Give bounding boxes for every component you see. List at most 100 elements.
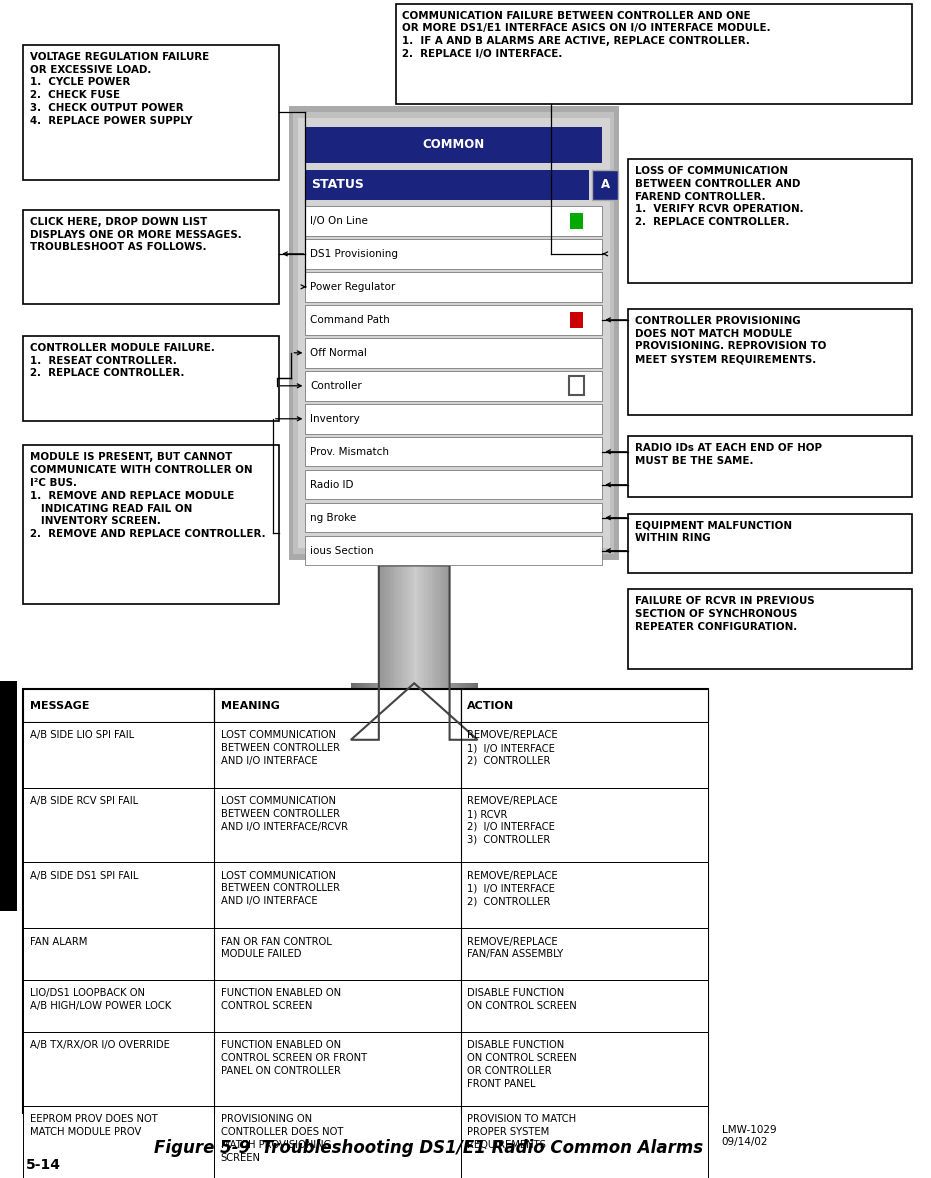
Text: CONTROLLER PROVISIONING
DOES NOT MATCH MODULE
PROVISIONING. REPROVISION TO
MEET : CONTROLLER PROVISIONING DOES NOT MATCH M… (635, 316, 827, 364)
Bar (23, 336, 279, 421)
Polygon shape (439, 683, 442, 740)
Polygon shape (412, 565, 414, 740)
Text: Radio ID: Radio ID (310, 479, 354, 490)
Text: A/B SIDE RCV SPI FAIL: A/B SIDE RCV SPI FAIL (30, 796, 138, 806)
Bar (214, 928, 461, 980)
Bar (23, 689, 708, 1113)
Text: A/B SIDE DS1 SPI FAIL: A/B SIDE DS1 SPI FAIL (30, 871, 138, 880)
Bar (23, 445, 279, 604)
Text: PROVISIONING ON
CONTROLLER DOES NOT
MATCH PROVISIONING
SCREEN: PROVISIONING ON CONTROLLER DOES NOT MATC… (221, 1114, 343, 1163)
Polygon shape (425, 683, 426, 740)
Text: FAN ALARM: FAN ALARM (30, 937, 88, 946)
Bar (305, 206, 602, 236)
Text: PROVISION TO MATCH
PROPER SYSTEM
REQUIREMENTS: PROVISION TO MATCH PROPER SYSTEM REQUIRE… (467, 1114, 576, 1150)
Bar (214, 722, 461, 788)
Text: Controller: Controller (310, 380, 362, 391)
Polygon shape (419, 565, 422, 740)
Bar (396, 4, 912, 104)
Bar (298, 118, 610, 548)
Polygon shape (404, 683, 407, 740)
Polygon shape (407, 565, 409, 740)
Bar (628, 514, 912, 573)
Bar (628, 159, 912, 283)
Polygon shape (394, 565, 397, 740)
Text: LMW-1029
09/14/02: LMW-1029 09/14/02 (722, 1125, 776, 1146)
Bar (461, 1106, 708, 1178)
Polygon shape (409, 683, 412, 740)
Polygon shape (435, 565, 437, 740)
Polygon shape (445, 565, 447, 740)
Text: EEPROM PROV DOES NOT
MATCH MODULE PROV: EEPROM PROV DOES NOT MATCH MODULE PROV (30, 1114, 157, 1137)
Polygon shape (429, 683, 432, 740)
Bar (23, 788, 214, 862)
Text: A/B TX/RX/OR I/O OVERRIDE: A/B TX/RX/OR I/O OVERRIDE (30, 1040, 169, 1050)
Text: MESSAGE: MESSAGE (30, 701, 89, 710)
Bar (305, 437, 602, 466)
Bar (571, 212, 584, 229)
Bar (305, 127, 602, 163)
Bar (628, 589, 912, 669)
Bar (305, 272, 602, 302)
Text: DS1 Provisioning: DS1 Provisioning (310, 249, 398, 259)
Polygon shape (432, 565, 435, 740)
Polygon shape (401, 683, 404, 740)
Bar (293, 112, 614, 554)
Polygon shape (429, 565, 432, 740)
Bar (592, 170, 618, 200)
Bar (214, 862, 461, 928)
Text: LOST COMMUNICATION
BETWEEN CONTROLLER
AND I/O INTERFACE: LOST COMMUNICATION BETWEEN CONTROLLER AN… (221, 730, 340, 766)
Polygon shape (467, 683, 470, 740)
Text: LOST COMMUNICATION
BETWEEN CONTROLLER
AND I/O INTERFACE/RCVR: LOST COMMUNICATION BETWEEN CONTROLLER AN… (221, 796, 347, 832)
Bar (289, 106, 619, 560)
Bar (214, 788, 461, 862)
Text: COMMUNICATION FAILURE BETWEEN CONTROLLER AND ONE
OR MORE DS1/E1 INTERFACE ASICS : COMMUNICATION FAILURE BETWEEN CONTROLLER… (402, 11, 771, 59)
Text: CLICK HERE, DROP DOWN LIST
DISPLAYS ONE OR MORE MESSAGES.
TROUBLESHOOT AS FOLLOW: CLICK HERE, DROP DOWN LIST DISPLAYS ONE … (30, 217, 241, 252)
Text: REMOVE/REPLACE
1)  I/O INTERFACE
2)  CONTROLLER: REMOVE/REPLACE 1) I/O INTERFACE 2) CONTR… (467, 871, 558, 906)
Polygon shape (437, 565, 439, 740)
Text: FUNCTION ENABLED ON
CONTROL SCREEN OR FRONT
PANEL ON CONTROLLER: FUNCTION ENABLED ON CONTROL SCREEN OR FR… (221, 1040, 367, 1076)
Polygon shape (439, 565, 442, 740)
Polygon shape (391, 565, 394, 740)
Text: FAILURE OF RCVR IN PREVIOUS
SECTION OF SYNCHRONOUS
REPEATER CONFIGURATION.: FAILURE OF RCVR IN PREVIOUS SECTION OF S… (635, 596, 815, 631)
Bar (628, 436, 912, 497)
Polygon shape (358, 683, 361, 740)
Polygon shape (442, 565, 445, 740)
Polygon shape (447, 683, 450, 740)
Bar (23, 980, 214, 1032)
Polygon shape (384, 683, 386, 740)
Polygon shape (397, 683, 399, 740)
Polygon shape (391, 683, 394, 740)
Text: Power Regulator: Power Regulator (310, 282, 396, 292)
Bar (23, 45, 279, 180)
Polygon shape (366, 683, 369, 740)
Bar (23, 210, 279, 304)
Bar (23, 862, 214, 928)
Polygon shape (373, 683, 376, 740)
Text: FAN OR FAN CONTROL
MODULE FAILED: FAN OR FAN CONTROL MODULE FAILED (221, 937, 331, 959)
Text: VOLTAGE REGULATION FAILURE
OR EXCESSIVE LOAD.
1.  CYCLE POWER
2.  CHECK FUSE
3. : VOLTAGE REGULATION FAILURE OR EXCESSIVE … (30, 52, 209, 126)
Text: DISABLE FUNCTION
ON CONTROL SCREEN
OR CONTROLLER
FRONT PANEL: DISABLE FUNCTION ON CONTROL SCREEN OR CO… (467, 1040, 577, 1088)
Bar (0, 681, 17, 911)
Polygon shape (470, 683, 472, 740)
Bar (305, 338, 602, 368)
Polygon shape (460, 683, 463, 740)
Polygon shape (417, 683, 419, 740)
Text: DISABLE FUNCTION
ON CONTROL SCREEN: DISABLE FUNCTION ON CONTROL SCREEN (467, 988, 577, 1011)
Polygon shape (409, 565, 412, 740)
Bar (461, 689, 708, 722)
Bar (214, 689, 461, 722)
Polygon shape (432, 683, 435, 740)
Bar (23, 722, 214, 788)
Polygon shape (369, 683, 371, 740)
Polygon shape (379, 565, 382, 740)
Bar (305, 536, 602, 565)
Polygon shape (363, 683, 366, 740)
Polygon shape (465, 683, 467, 740)
Polygon shape (472, 683, 475, 740)
Text: RADIO IDs AT EACH END OF HOP
MUST BE THE SAME.: RADIO IDs AT EACH END OF HOP MUST BE THE… (635, 443, 822, 465)
Text: A/B SIDE LIO SPI FAIL: A/B SIDE LIO SPI FAIL (30, 730, 134, 740)
Polygon shape (435, 683, 437, 740)
Bar (305, 404, 602, 434)
Bar (214, 1032, 461, 1106)
Polygon shape (382, 565, 384, 740)
